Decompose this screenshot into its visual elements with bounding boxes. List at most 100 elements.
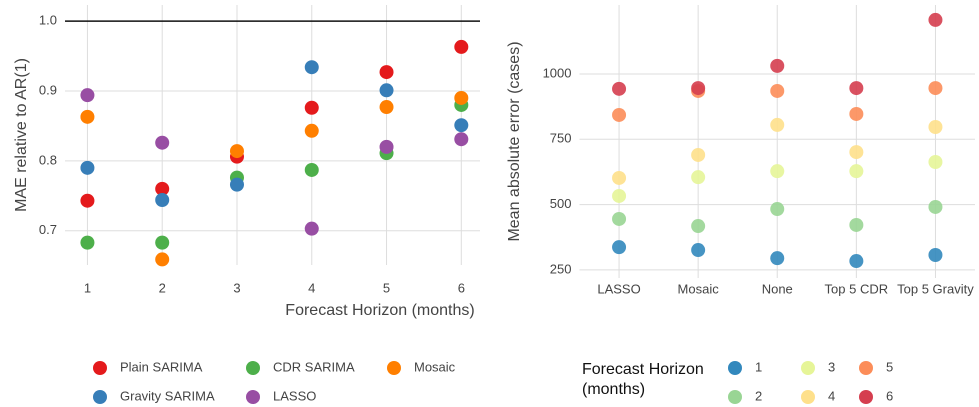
legend-title: Forecast Horizon (months) — [582, 361, 704, 398]
point — [770, 202, 785, 217]
point — [928, 248, 943, 263]
legend-swatch — [93, 361, 107, 375]
point — [612, 107, 627, 122]
point — [155, 235, 170, 250]
point — [770, 83, 785, 98]
x-tick-label: Mosaic — [678, 281, 720, 296]
x-tick-label: 5 — [383, 280, 390, 295]
legend-swatch — [246, 390, 260, 404]
x-tick-label: 2 — [159, 280, 166, 295]
legend-swatch — [93, 390, 107, 404]
point — [691, 170, 706, 185]
legend-label: Gravity SARIMA — [120, 388, 215, 403]
point — [304, 162, 319, 177]
point — [849, 217, 864, 232]
legend-label: LASSO — [273, 388, 316, 403]
point — [80, 235, 95, 250]
legend-swatch — [728, 390, 742, 404]
point — [379, 100, 394, 115]
legend-swatch — [728, 361, 742, 375]
point — [80, 160, 95, 175]
legend-label: 6 — [886, 388, 893, 403]
point — [80, 109, 95, 124]
y-tick-label: 1000 — [543, 65, 572, 80]
y-tick-label: 0.9 — [39, 82, 57, 97]
x-tick-label: 3 — [233, 280, 240, 295]
x-tick-label: Top 5 Gravity — [897, 281, 974, 296]
point — [691, 219, 706, 234]
y-axis-title: MAE relative to AR(1) — [13, 58, 30, 212]
point — [770, 164, 785, 179]
point — [304, 100, 319, 115]
point — [155, 181, 170, 196]
point — [928, 12, 943, 27]
legend-swatch — [387, 361, 401, 375]
point — [454, 39, 469, 54]
point — [928, 81, 943, 96]
x-tick-label: None — [762, 281, 793, 296]
point — [80, 193, 95, 208]
point — [928, 199, 943, 214]
y-tick-label: 0.8 — [39, 152, 57, 167]
y-tick-label: 1.0 — [39, 13, 57, 28]
legend-label: 3 — [828, 359, 835, 374]
legend-swatch — [859, 361, 873, 375]
point — [379, 139, 394, 154]
point — [691, 147, 706, 162]
point — [304, 123, 319, 138]
point — [155, 252, 170, 267]
point — [612, 81, 627, 96]
x-tick-label: LASSO — [597, 281, 640, 296]
legend-label: 2 — [755, 388, 762, 403]
point — [770, 58, 785, 73]
point — [379, 65, 394, 80]
point — [454, 132, 469, 147]
legend-label: Plain SARIMA — [120, 359, 203, 374]
point — [454, 90, 469, 105]
point — [691, 243, 706, 258]
x-tick-label: 4 — [308, 280, 315, 295]
point — [612, 211, 627, 226]
point — [612, 170, 627, 185]
x-axis-title: Forecast Horizon (months) — [285, 302, 474, 319]
legend-swatch — [246, 361, 260, 375]
point — [612, 240, 627, 255]
y-tick-label: 250 — [550, 261, 572, 276]
point — [849, 106, 864, 121]
point — [612, 188, 627, 203]
point — [770, 117, 785, 132]
point — [849, 81, 864, 96]
x-tick-label: Top 5 CDR — [825, 281, 889, 296]
legend-label: 1 — [755, 359, 762, 374]
point — [155, 135, 170, 150]
point — [849, 254, 864, 269]
point — [928, 120, 943, 135]
legend-label: 5 — [886, 359, 893, 374]
y-tick-label: 750 — [550, 131, 572, 146]
point — [691, 81, 706, 96]
x-tick-label: 1 — [84, 280, 91, 295]
point — [304, 60, 319, 75]
point — [928, 155, 943, 170]
legend-swatch — [801, 390, 815, 404]
point — [155, 193, 170, 207]
legend-swatch — [801, 361, 815, 375]
point — [770, 251, 785, 266]
legend-label: Mosaic — [414, 359, 456, 374]
y-axis-title: Mean absolute error (cases) — [506, 41, 523, 241]
point — [229, 177, 244, 192]
point — [229, 144, 244, 159]
legend-label: CDR SARIMA — [273, 359, 355, 374]
x-tick-label: 6 — [458, 280, 465, 295]
point — [80, 88, 95, 103]
legend-label: 4 — [828, 388, 835, 403]
y-tick-label: 500 — [550, 196, 572, 211]
point — [379, 83, 394, 98]
point — [304, 221, 319, 236]
legend-swatch — [859, 390, 873, 404]
point — [454, 118, 469, 133]
point — [849, 164, 864, 179]
y-tick-label: 0.7 — [39, 222, 57, 237]
